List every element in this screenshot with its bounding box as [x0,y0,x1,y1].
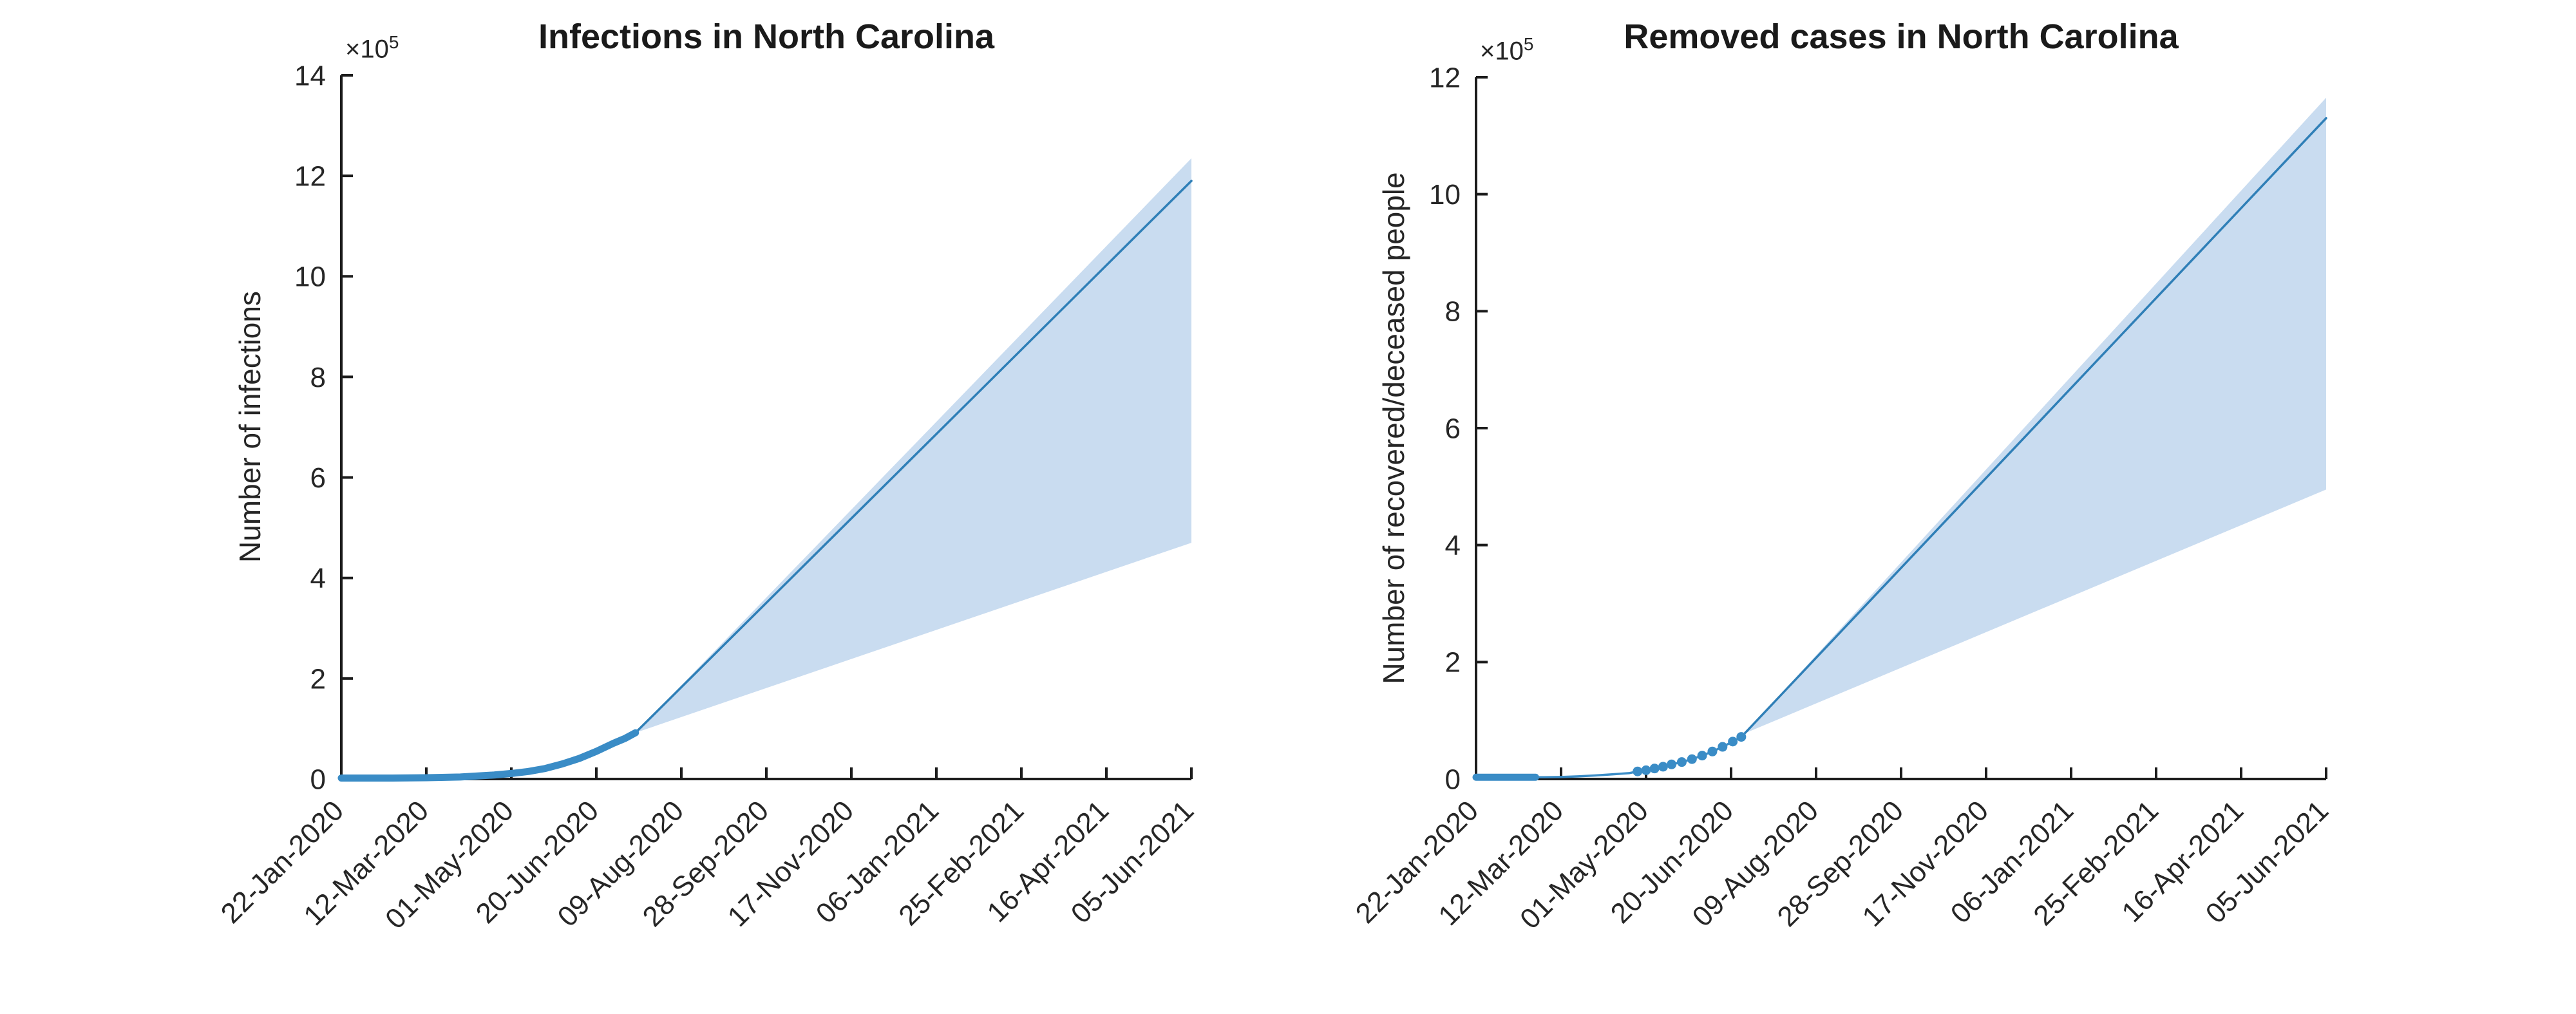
infections-plot-area: 0246810121422-Jan-202012-Mar-202001-May-… [215,60,1200,935]
y-tick-label: 14 [294,60,326,91]
removed-plot-area: 02468101222-Jan-202012-Mar-202001-May-20… [1350,62,2334,935]
infections-chart-title: Infections in North Carolina [538,17,995,56]
observed-removed-dots-point [1633,766,1643,776]
observed-infections [337,729,639,782]
removed-y-exponent-label: ×105 [1480,34,1533,66]
infections-y-exponent-label: ×105 [345,32,399,64]
confidence-band [1745,97,2326,734]
y-tick-label: 4 [310,563,326,594]
observed-removed-dots-point [1697,751,1707,761]
observed-removed-dots-point [1718,742,1728,752]
infections-y-axis-label: Number of infections [233,291,267,563]
y-tick-label: 2 [1445,647,1461,679]
y-tick-label: 10 [294,261,326,293]
exponent-power: 5 [388,32,399,52]
exponent-base: ×10 [1480,37,1524,66]
y-tick-label: 12 [294,161,326,192]
y-tick-label: 0 [1445,764,1461,795]
y-tick-label: 6 [310,462,326,494]
observed-removed-dots-point [1649,764,1660,774]
observed-removed-dots-point [1667,759,1677,769]
confidence-band [635,158,1191,733]
removed-y-axis-label: Number of recovered/deceased people [1377,172,1410,684]
exponent-power: 5 [1523,34,1534,54]
exponent-base: ×10 [345,35,389,64]
forecast-median [634,180,1193,734]
observed-removed-dots-point [1687,754,1697,764]
y-tick-label: 0 [310,764,326,795]
y-tick-label: 8 [310,362,326,393]
forecast-median [1743,117,2327,735]
observed-removed-dots-point [1736,732,1747,742]
y-tick-label: 4 [1445,530,1461,561]
y-tick-label: 6 [1445,413,1461,444]
y-tick-label: 2 [310,663,326,695]
y-tick-label: 8 [1445,296,1461,328]
observed-removed-dots-point [1658,762,1668,772]
observed-removed-dots-point [1707,746,1718,756]
observed-removed-dots-point [1728,737,1738,747]
y-tick-label: 12 [1429,62,1461,93]
y-tick-label: 10 [1429,179,1461,211]
observed-removed-dots-point [1676,757,1687,767]
observed-removed-dots-point [1641,765,1651,775]
removed-chart-title: Removed cases in North Carolina [1624,17,2179,56]
